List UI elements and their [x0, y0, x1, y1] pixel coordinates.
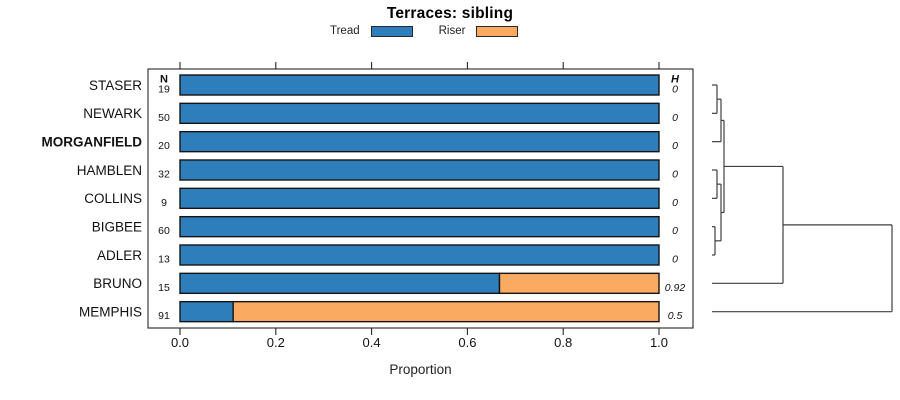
n-value: 19 [158, 84, 170, 96]
h-value: 0 [672, 253, 678, 265]
row-label: BIGBEE [92, 219, 142, 234]
row-label: ADLER [97, 248, 142, 263]
n-value: 13 [158, 253, 170, 265]
bar-segment-tread [179, 74, 660, 96]
plot-box [147, 68, 694, 329]
axis-tick-label: 0.4 [363, 335, 381, 350]
h-value: 0.5 [668, 310, 683, 322]
legend-item-tread: Tread [330, 25, 413, 37]
bar-segment-tread [179, 244, 660, 266]
h-value: 0 [672, 225, 678, 237]
row-label: COLLINS [84, 191, 142, 206]
n-value: 50 [158, 112, 170, 124]
axis-tick-label: 0.0 [171, 335, 189, 350]
bar-segment-tread [179, 187, 660, 210]
axis-tick-label: 0.6 [458, 335, 476, 350]
row-label: STASER [89, 78, 142, 93]
bar-segment-riser [232, 300, 660, 323]
n-value: 32 [158, 168, 170, 180]
chart-title: Terraces: sibling [386, 5, 514, 22]
legend-label-tread: Tread [330, 25, 360, 37]
bar-segment-tread [179, 272, 501, 295]
legend-label-riser: Riser [438, 25, 466, 37]
n-value: 15 [158, 282, 170, 294]
bar-segment-tread [179, 300, 234, 323]
legend: Tread Riser [330, 25, 519, 37]
bar-segment-riser [498, 272, 660, 295]
n-value: 91 [158, 310, 170, 322]
bar-segment-tread [179, 159, 660, 181]
row-label: NEWARK [83, 106, 142, 121]
legend-swatch-riser-icon [476, 25, 519, 37]
h-column-header: H [671, 74, 680, 86]
n-value: 20 [158, 140, 170, 152]
h-value: 0 [672, 112, 678, 124]
bar-segment-tread [179, 102, 660, 125]
axis-tick-label: 1.0 [650, 335, 668, 350]
x-axis-title: Proportion [389, 362, 452, 377]
row-label: HAMBLEN [77, 163, 142, 178]
row-label: MORGANFIELD [42, 134, 143, 149]
n-column-header: N [160, 74, 168, 86]
h-value: 0 [672, 168, 678, 180]
h-value: 0 [672, 197, 678, 209]
legend-item-riser: Riser [439, 25, 519, 37]
bar-segment-tread [179, 215, 660, 238]
h-value: 0 [672, 84, 678, 96]
n-value: 60 [158, 225, 170, 237]
row-label: MEMPHIS [79, 304, 142, 319]
row-label: BRUNO [93, 276, 142, 291]
h-value: 0 [672, 140, 678, 152]
axis-tick-label: 0.2 [267, 335, 285, 350]
axis-tick-label: 0.8 [554, 335, 572, 350]
legend-swatch-tread-icon [370, 25, 413, 37]
bar-segment-tread [179, 130, 660, 153]
h-value: 0.92 [665, 282, 686, 294]
n-value: 9 [161, 197, 167, 209]
